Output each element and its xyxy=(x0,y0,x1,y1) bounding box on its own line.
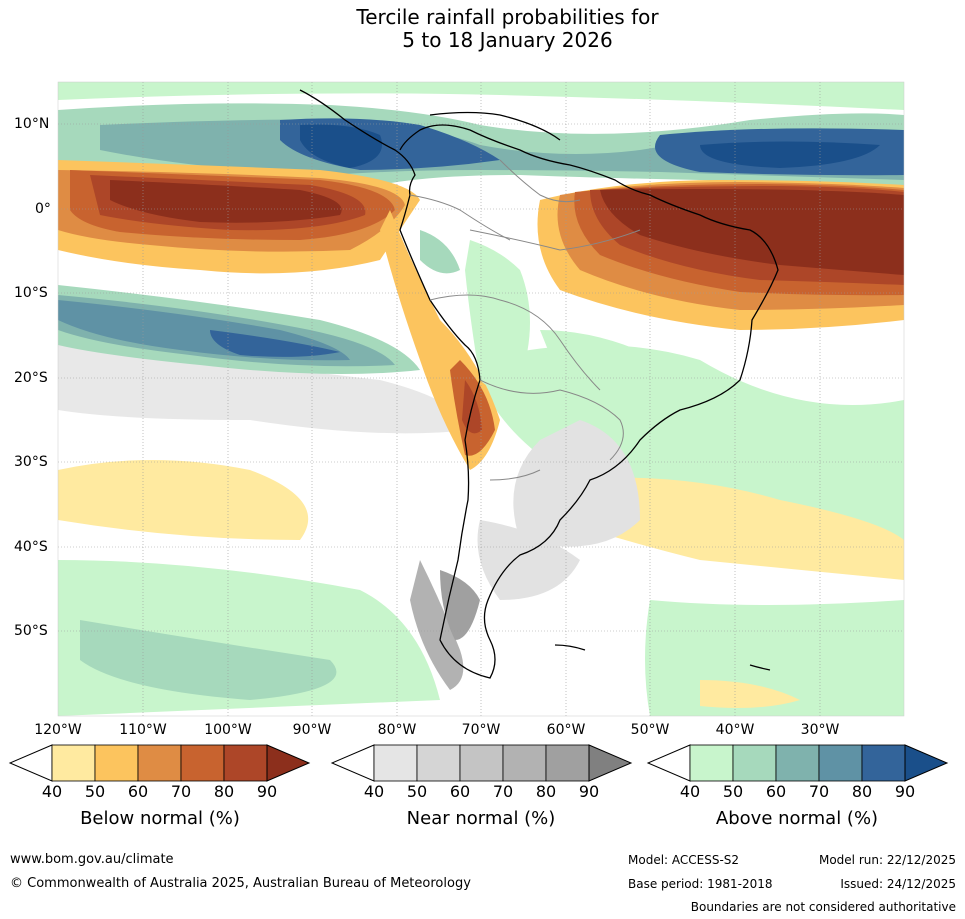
colorbar-below xyxy=(8,744,311,782)
map-title-line2: 5 to 18 January 2026 xyxy=(402,28,613,52)
colorbar-above-tick: 90 xyxy=(894,782,916,801)
colorbar-above-tick: 60 xyxy=(765,782,787,801)
lon-label: 100°W xyxy=(204,722,252,738)
colorbar-below-tick: 90 xyxy=(256,782,278,801)
lon-label: 120°W xyxy=(34,722,82,738)
lat-label: 10°N xyxy=(14,116,50,132)
model-name: Model: ACCESS-S2 xyxy=(628,853,740,867)
issued-date: Issued: 24/12/2025 xyxy=(840,877,956,891)
boundary-disclaimer: Boundaries are not considered authoritat… xyxy=(690,900,956,914)
lon-label: 110°W xyxy=(119,722,167,738)
colorbar-above-title: Above normal (%) xyxy=(715,808,879,829)
colorbar-below-tick: 80 xyxy=(213,782,235,801)
colorbar-near-tick: 40 xyxy=(363,782,385,801)
colorbar-above-tick: 80 xyxy=(851,782,873,801)
lat-label: 20°S xyxy=(14,370,48,386)
colorbar-below-tick: 50 xyxy=(84,782,106,801)
lat-label: 40°S xyxy=(14,539,48,555)
lat-label: 30°S xyxy=(14,454,48,470)
colorbar-near-tick: 90 xyxy=(578,782,600,801)
lon-label: 30°W xyxy=(800,722,840,738)
lon-label: 40°W xyxy=(715,722,755,738)
model-run-date: Model run: 22/12/2025 xyxy=(818,853,956,867)
base-period: Base period: 1981-2018 xyxy=(628,877,773,891)
colorbar-above xyxy=(646,744,949,782)
coastline xyxy=(299,89,779,679)
colorbar-below-tick: 40 xyxy=(41,782,63,801)
probability-fields xyxy=(58,82,904,716)
colorbar-above-tick: 70 xyxy=(808,782,830,801)
colorbar-near xyxy=(330,744,633,782)
lat-label: 50°S xyxy=(14,623,48,639)
colorbar-near-tick: 70 xyxy=(492,782,514,801)
lon-label: 70°W xyxy=(461,722,501,738)
colorbar-near-title: Near normal (%) xyxy=(406,808,556,829)
lat-label: 10°S xyxy=(14,285,48,301)
colorbar-below-title: Below normal (%) xyxy=(80,808,240,829)
lon-label: 90°W xyxy=(292,722,332,738)
lon-label: 80°W xyxy=(377,722,417,738)
colorbar-below-tick: 60 xyxy=(127,782,149,801)
map-title-line1: Tercile rainfall probabilities for xyxy=(356,5,659,29)
colorbar-near-tick: 60 xyxy=(449,782,471,801)
copyright-text: © Commonwealth of Australia 2025, Austra… xyxy=(10,876,471,891)
lon-label: 50°W xyxy=(630,722,670,738)
country-borders xyxy=(409,159,641,481)
colorbar-below-tick: 70 xyxy=(170,782,192,801)
colorbar-above-tick: 50 xyxy=(722,782,744,801)
graticule xyxy=(58,82,904,716)
colorbar-near-tick: 80 xyxy=(535,782,557,801)
colorbar-near-tick: 50 xyxy=(406,782,428,801)
lat-label: 0° xyxy=(35,201,51,217)
lon-label: 60°W xyxy=(546,722,586,738)
colorbar-above-tick: 40 xyxy=(679,782,701,801)
website-link[interactable]: www.bom.gov.au/climate xyxy=(10,852,174,867)
